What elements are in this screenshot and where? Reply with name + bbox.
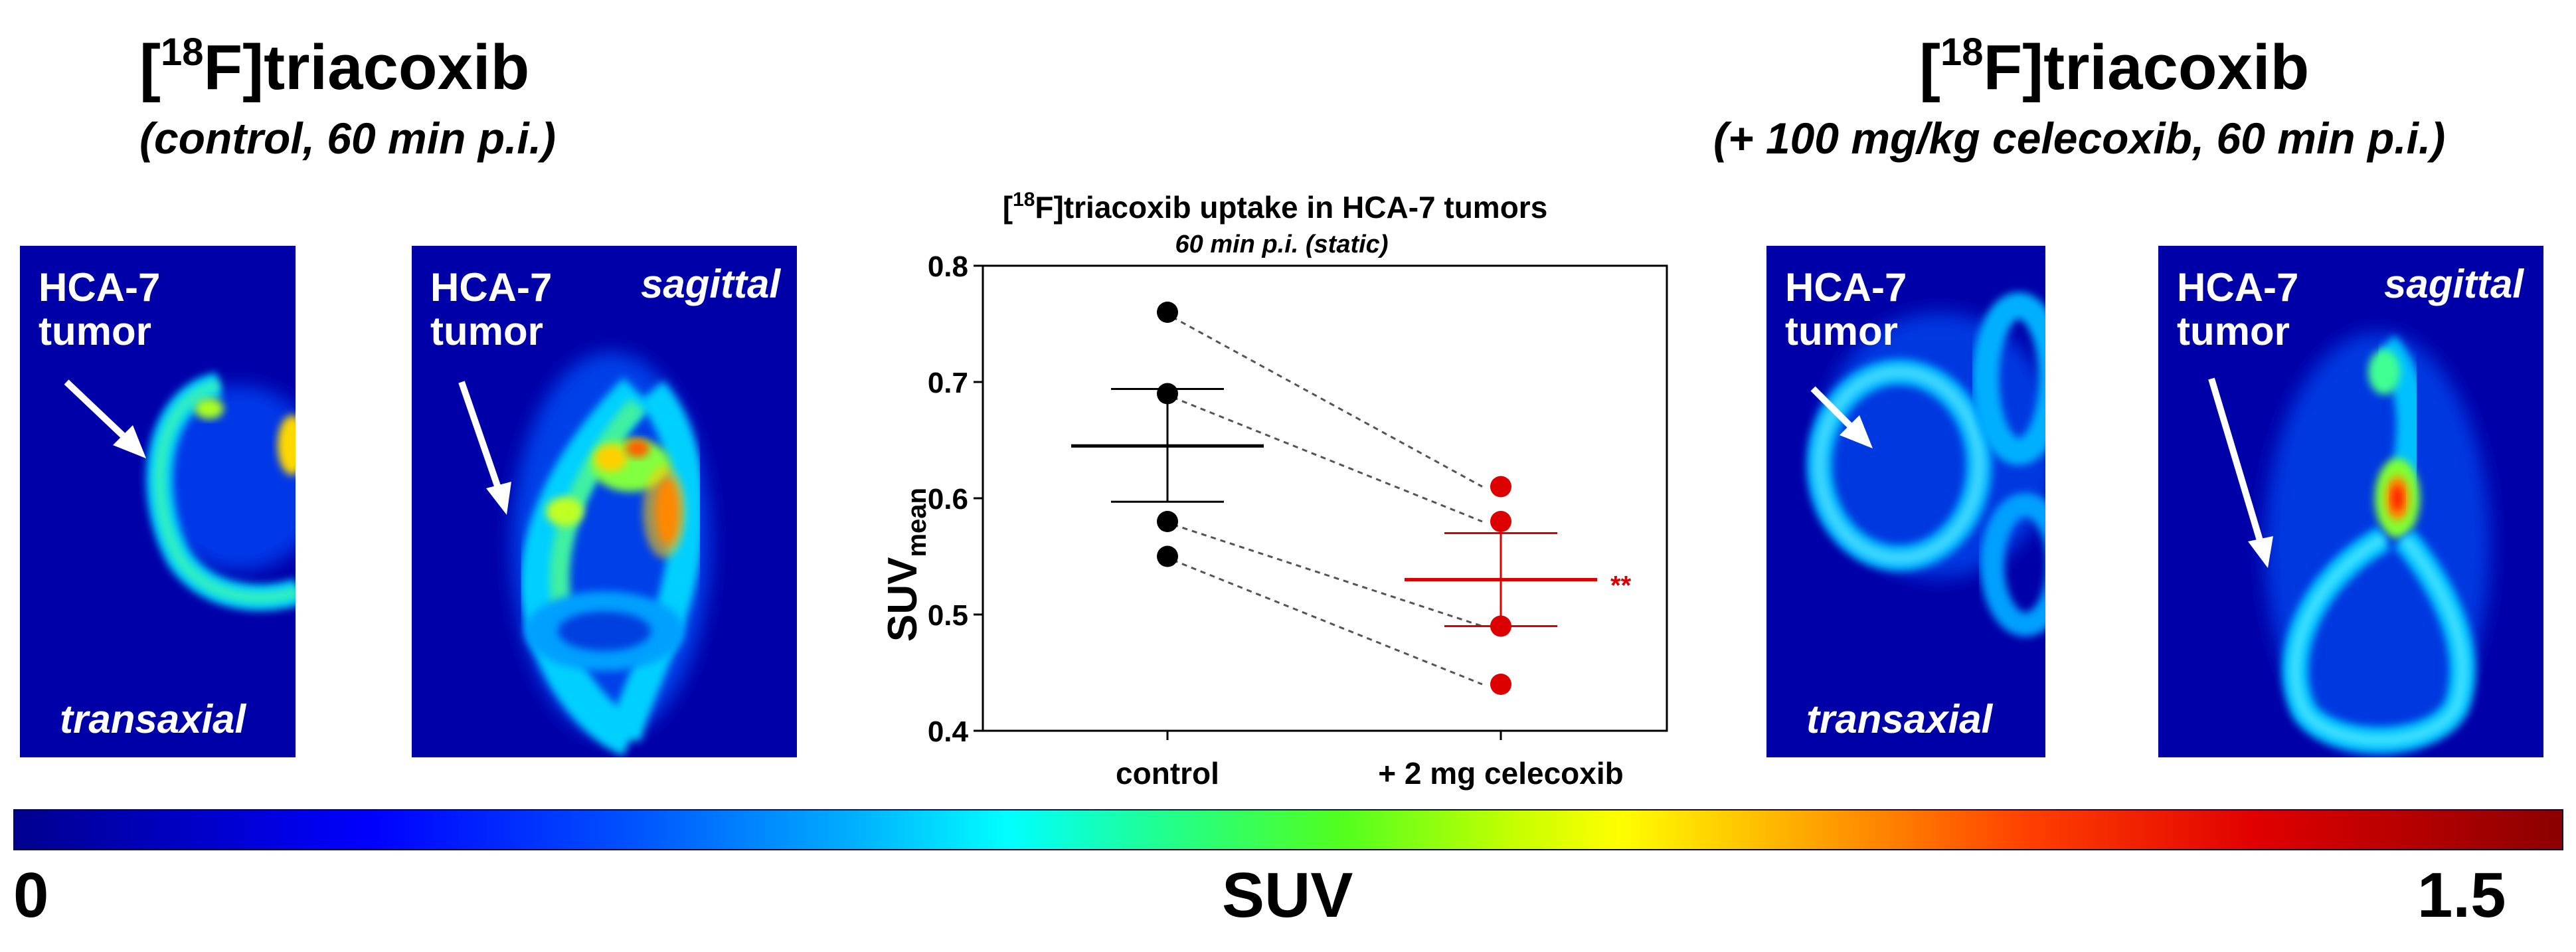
celecoxib-transaxial-view-label: transaxial xyxy=(1806,697,1993,741)
data-point xyxy=(1490,476,1511,498)
label-line-1: HCA-7 xyxy=(2177,265,2299,310)
significance-marker: ** xyxy=(1610,571,1632,601)
control-transaxial-view-label: transaxial xyxy=(60,697,246,741)
label-line-2: tumor xyxy=(39,309,151,353)
y-axis-label-main: SUV xyxy=(880,557,926,642)
paired-connection-line xyxy=(1163,520,1483,627)
left-panel-title: [18F]triacoxib xyxy=(139,31,530,103)
y-tick-label: 0.8 xyxy=(928,250,968,283)
suv-mean-chart: [18F]triacoxib uptake in HCA-7 tumors 60… xyxy=(880,189,1668,791)
arrow-icon xyxy=(2208,377,2273,568)
label-line-2: tumor xyxy=(1785,309,1898,353)
chart-subtitle: 60 min p.i. (static) xyxy=(1175,231,1389,258)
y-axis-label-subscript: mean xyxy=(902,488,932,557)
left-panel-subtitle: (control, 60 min p.i.) xyxy=(139,114,557,163)
right-title-text: F]triacoxib xyxy=(1983,32,2310,103)
chart-title: [18F]triacoxib uptake in HCA-7 tumors xyxy=(1003,189,1548,225)
data-point xyxy=(1490,511,1511,532)
colorbar-min-label: 0 xyxy=(13,860,49,931)
label-line-2: tumor xyxy=(2177,309,2290,353)
colorbar-max-label: 1.5 xyxy=(2417,860,2506,931)
data-point xyxy=(1490,615,1511,637)
chart-title-superscript: 18 xyxy=(1013,189,1035,211)
plot-area: 0.4 0.5 0.6 0.7 0.8 ** xyxy=(928,250,1668,748)
right-title-superscript: 18 xyxy=(1940,31,1984,74)
arrow-icon xyxy=(1810,386,1873,448)
label-line-2: tumor xyxy=(430,309,543,353)
plot-frame xyxy=(982,264,1668,732)
label-line-1: HCA-7 xyxy=(430,265,553,310)
y-tick-label: 0.7 xyxy=(928,367,968,399)
y-tick-label: 0.4 xyxy=(928,715,969,748)
y-tick-label: 0.5 xyxy=(928,599,968,632)
data-point xyxy=(1157,545,1178,567)
arrow-icon xyxy=(458,381,511,515)
paired-connection-line xyxy=(1163,311,1483,488)
data-point xyxy=(1157,302,1178,323)
left-title-text: F]triacoxib xyxy=(203,32,530,103)
celecoxib-transaxial-tumor-label: HCA-7 tumor xyxy=(1785,266,1907,353)
control-sagittal-tumor-label: HCA-7 tumor xyxy=(430,266,552,353)
celecoxib-transaxial-scan-image: HCA-7 tumor transaxial xyxy=(1766,246,2045,757)
chart-title-text: F]triacoxib uptake in HCA-7 tumors xyxy=(1035,190,1547,225)
data-point xyxy=(1157,383,1178,405)
right-panel-subtitle: (+ 100 mg/kg celecoxib, 60 min p.i.) xyxy=(1713,114,2446,163)
celecoxib-sagittal-scan-image: HCA-7 tumor sagittal xyxy=(2158,246,2543,757)
right-panel-title: [18F]triacoxib xyxy=(1919,31,2310,103)
x-tick-label-celecoxib: + 2 mg celecoxib xyxy=(1378,756,1623,791)
control-sagittal-view-label: sagittal xyxy=(641,262,781,306)
control-transaxial-scan-image: HCA-7 tumor transaxial xyxy=(20,246,296,757)
control-transaxial-tumor-label: HCA-7 tumor xyxy=(39,266,160,353)
label-line-1: HCA-7 xyxy=(39,265,161,310)
arrow-icon xyxy=(64,379,146,458)
celecoxib-sagittal-view-label: sagittal xyxy=(2384,262,2524,306)
left-title-superscript: 18 xyxy=(160,31,204,74)
label-line-1: HCA-7 xyxy=(1785,265,1907,310)
data-point xyxy=(1157,511,1178,532)
paired-connection-line xyxy=(1163,393,1483,523)
colorbar-center-label: SUV xyxy=(1222,860,1353,931)
x-tick-label-control: control xyxy=(1116,756,1219,791)
y-axis-label: SUVmean xyxy=(880,488,932,642)
paired-connection-line xyxy=(1163,555,1483,686)
suv-colorbar xyxy=(13,809,2563,850)
y-tick-label: 0.6 xyxy=(928,483,968,516)
data-point xyxy=(1490,674,1511,695)
celecoxib-sagittal-tumor-label: HCA-7 tumor xyxy=(2177,266,2298,353)
control-sagittal-scan-image: HCA-7 tumor sagittal xyxy=(412,246,797,757)
